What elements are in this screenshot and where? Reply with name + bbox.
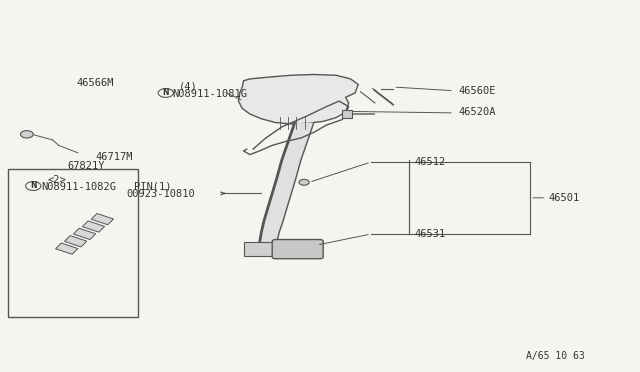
Text: 46512: 46512 bbox=[414, 157, 445, 167]
Polygon shape bbox=[288, 123, 314, 142]
Text: A/65 10 63: A/65 10 63 bbox=[526, 351, 585, 361]
Polygon shape bbox=[276, 160, 301, 179]
Text: (4): (4) bbox=[179, 81, 197, 91]
Polygon shape bbox=[266, 244, 288, 245]
Polygon shape bbox=[261, 221, 283, 232]
Bar bbox=[244, 242, 278, 256]
Polygon shape bbox=[264, 208, 287, 221]
Polygon shape bbox=[272, 179, 296, 193]
Polygon shape bbox=[282, 142, 307, 160]
Text: 46520A: 46520A bbox=[459, 107, 497, 117]
Circle shape bbox=[20, 131, 33, 138]
Circle shape bbox=[299, 179, 309, 185]
Text: <2>: <2> bbox=[48, 176, 67, 186]
Text: N08911-1082G: N08911-1082G bbox=[42, 182, 116, 192]
Text: 00923-10810: 00923-10810 bbox=[126, 189, 195, 199]
Text: PIN(1): PIN(1) bbox=[134, 182, 172, 192]
Text: N: N bbox=[30, 182, 36, 190]
Text: 67821Y: 67821Y bbox=[67, 161, 104, 171]
Text: 46560E: 46560E bbox=[459, 86, 497, 96]
Text: N: N bbox=[163, 89, 169, 97]
Bar bbox=[92, 214, 113, 225]
Bar bbox=[8, 169, 138, 317]
Polygon shape bbox=[259, 232, 279, 243]
Bar bbox=[56, 243, 78, 254]
Text: 46501: 46501 bbox=[548, 193, 579, 203]
Bar bbox=[342, 110, 352, 118]
FancyBboxPatch shape bbox=[272, 240, 323, 259]
Text: N08911-1081G: N08911-1081G bbox=[172, 89, 247, 99]
Polygon shape bbox=[259, 243, 278, 245]
Polygon shape bbox=[239, 74, 358, 124]
Bar bbox=[74, 228, 96, 240]
Text: 46531: 46531 bbox=[414, 229, 445, 239]
Text: 46717M: 46717M bbox=[96, 152, 133, 162]
Bar bbox=[65, 235, 87, 247]
Bar bbox=[83, 221, 104, 232]
Text: 46566M: 46566M bbox=[77, 78, 114, 89]
Polygon shape bbox=[268, 193, 291, 208]
